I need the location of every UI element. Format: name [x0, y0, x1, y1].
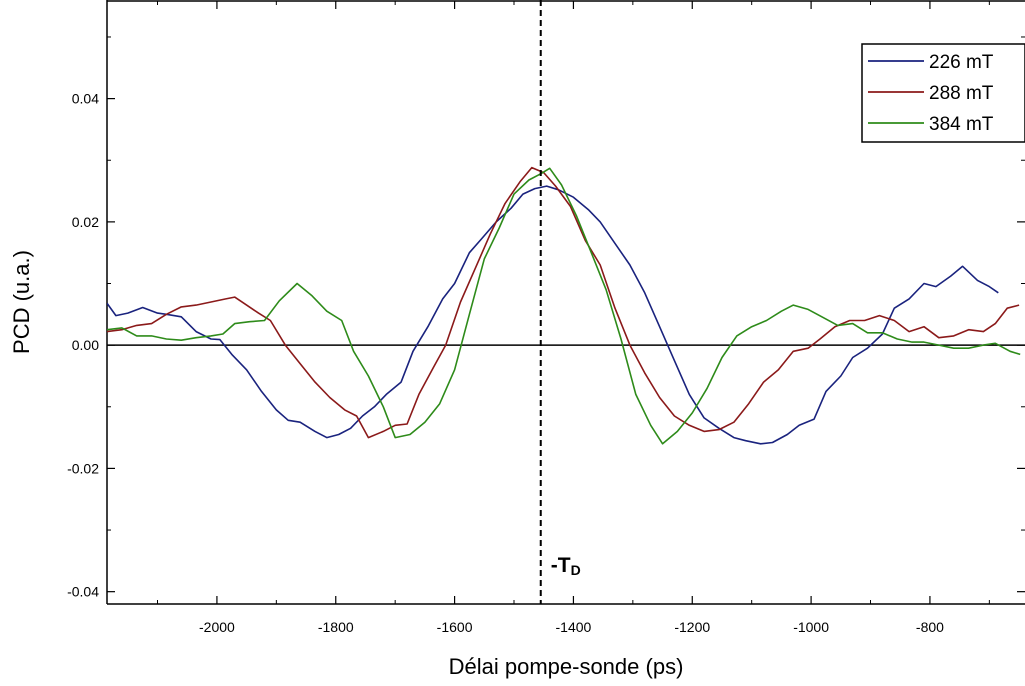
x-tick-label: -1600 [437, 619, 473, 635]
legend-label: 384 mT [929, 114, 994, 135]
y-axis-title: PCD (u.a.) [9, 250, 34, 354]
x-tick-label: -1000 [793, 619, 829, 635]
x-tick-label: -1800 [318, 619, 354, 635]
annotation: -TD [539, 0, 581, 604]
x-axis-title: Délai pompe-sonde (ps) [449, 654, 684, 679]
series-line-1 [107, 185, 999, 445]
x-tick-label: -2000 [199, 619, 235, 635]
x-tick-label: -1200 [674, 619, 710, 635]
legend: 226 mT 288 mT 384 mT [861, 43, 1025, 143]
legend-label: 288 mT [929, 83, 994, 104]
axis-ticks: -2000 -1800 -1600 -1400 -1200 -1000 -800 -0.04 -… [67, 1, 1025, 635]
series-lines [107, 166, 1021, 445]
y-tick-label: 0.04 [72, 91, 99, 107]
x-tick-label: -800 [916, 619, 944, 635]
y-tick-label: -0.02 [67, 460, 99, 476]
y-tick-label: -0.04 [67, 584, 99, 600]
series-line-2 [107, 166, 1020, 439]
y-tick-label: 0.00 [72, 337, 99, 353]
series-line-3 [107, 167, 1021, 445]
td-label: -TD [551, 554, 581, 578]
plot-frame [106, 0, 1025, 605]
y-tick-label: 0.02 [72, 214, 99, 230]
td-label-main: -T [551, 554, 571, 577]
legend-label: 226 mT [929, 52, 994, 73]
td-label-subscript: D [571, 562, 581, 578]
x-tick-label: -1400 [556, 619, 592, 635]
